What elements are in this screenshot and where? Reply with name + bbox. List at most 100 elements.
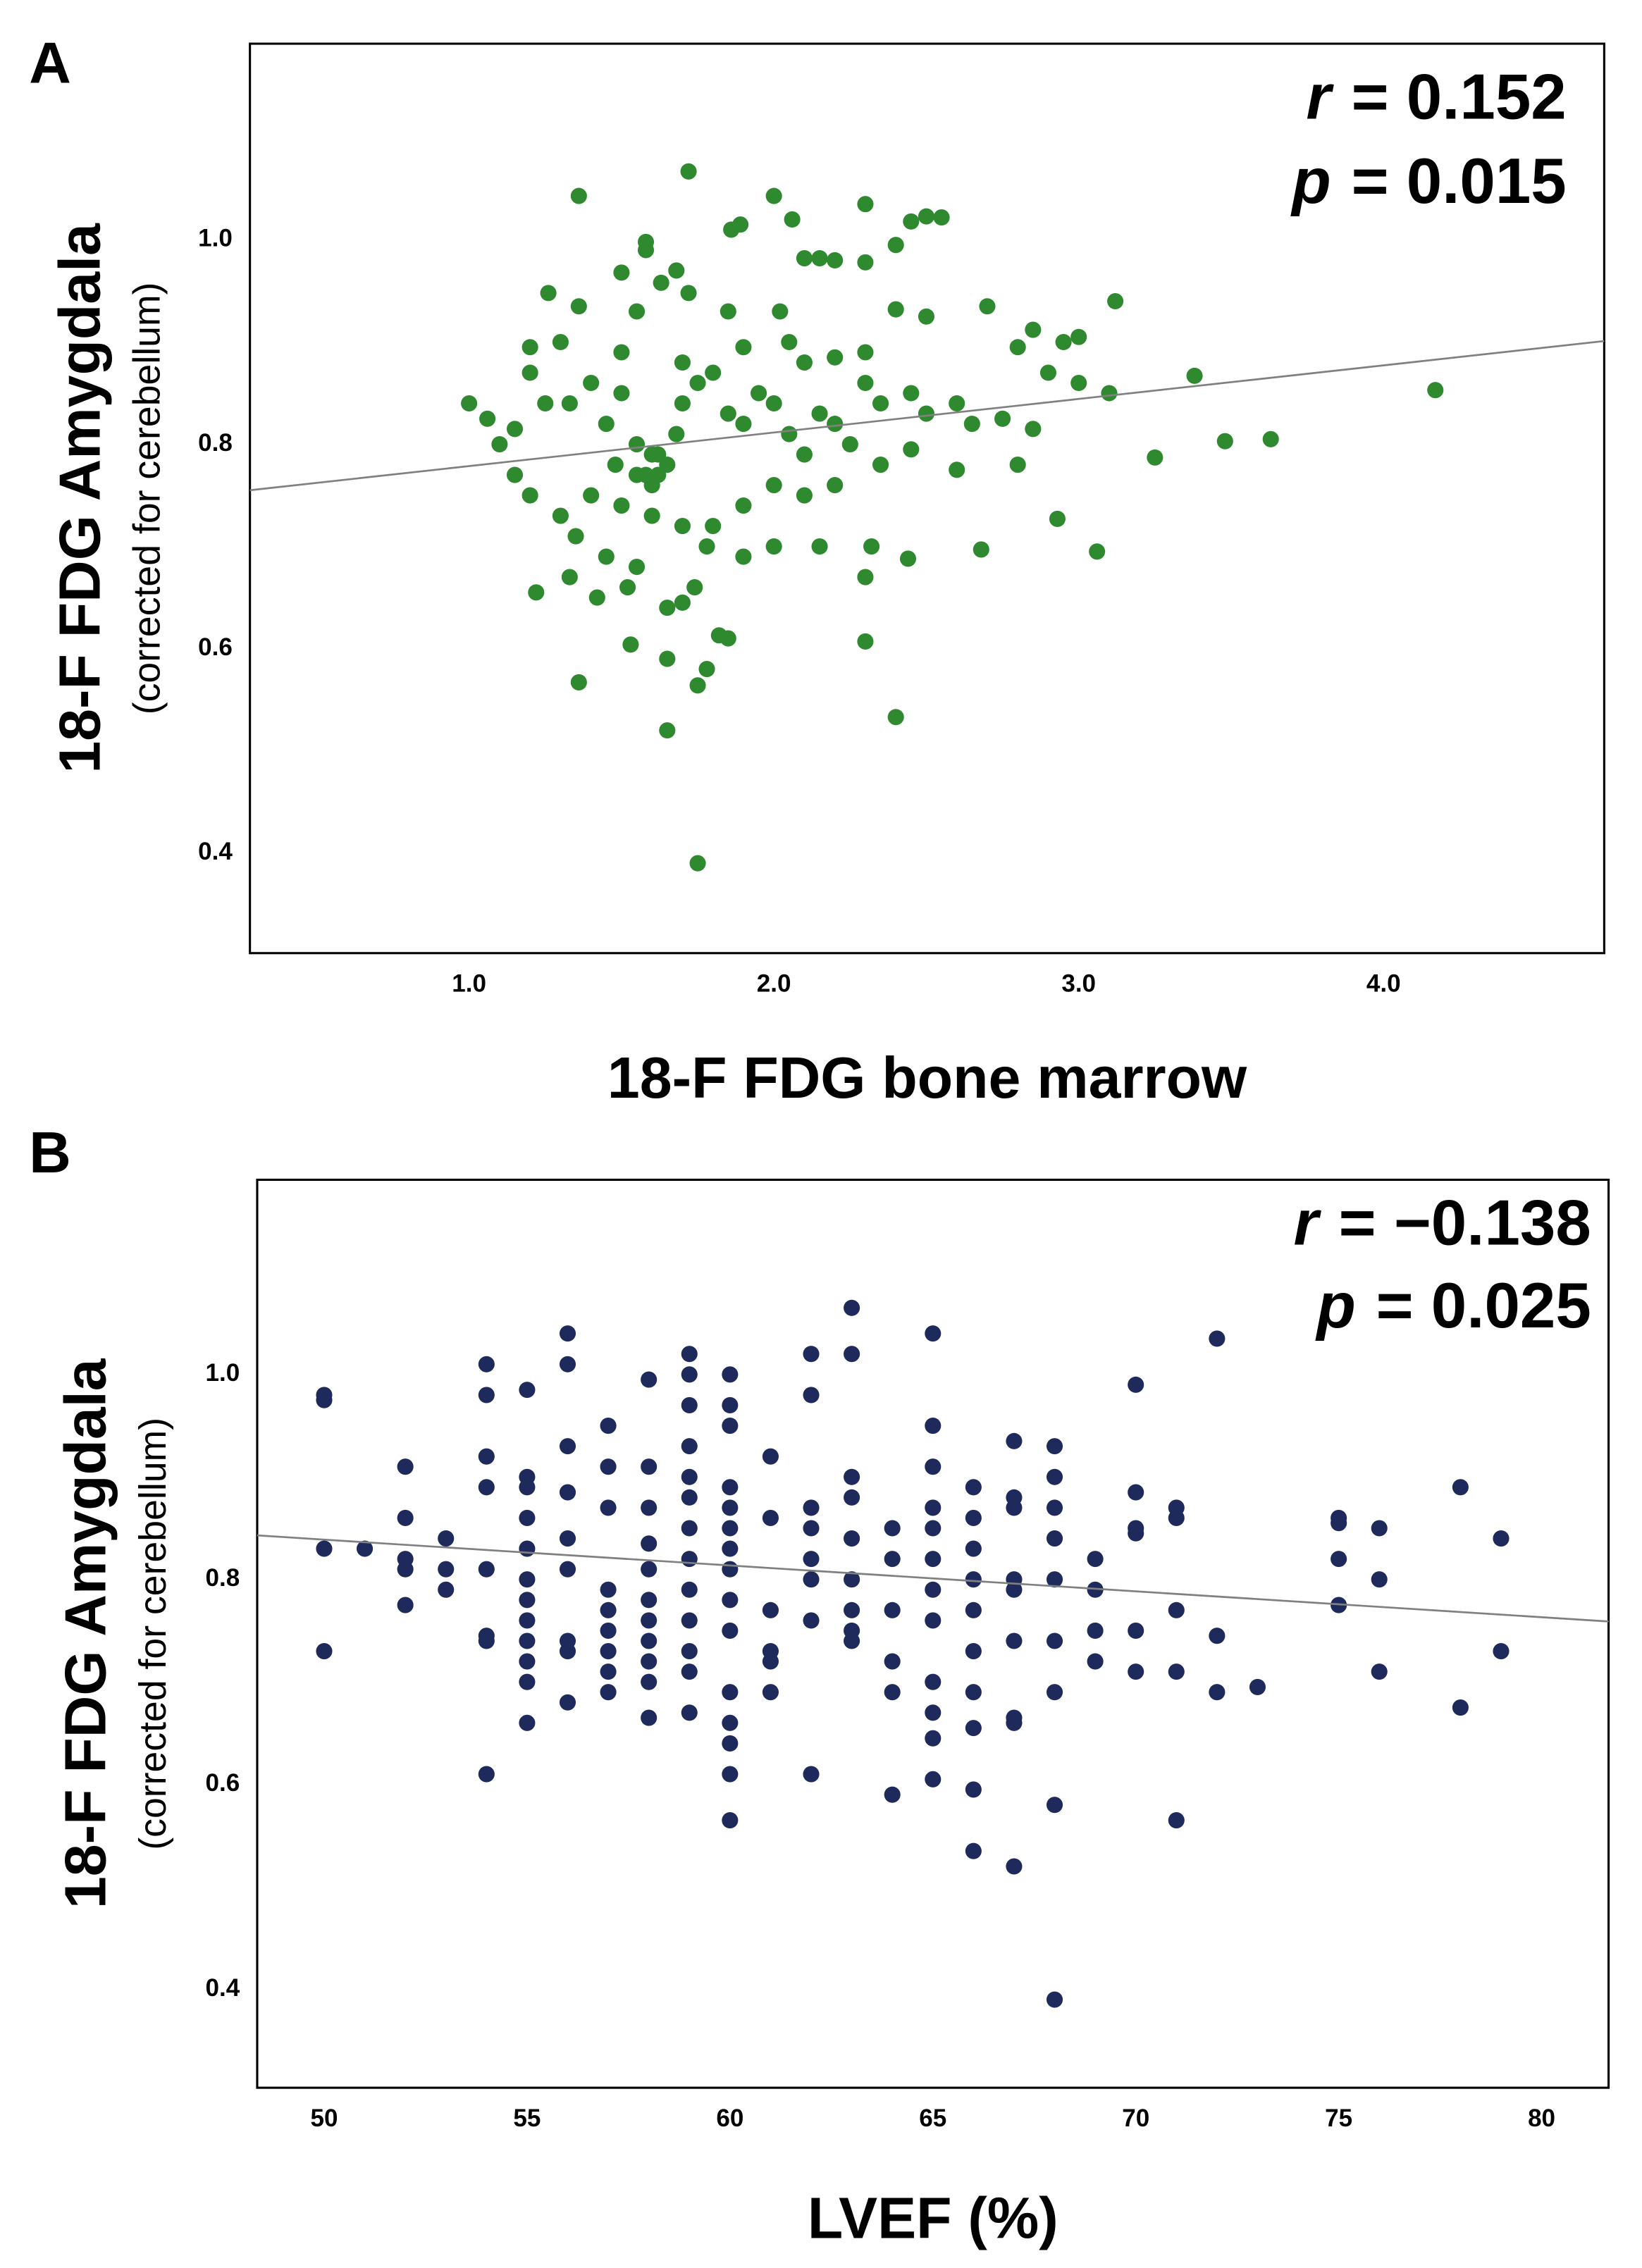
data-point — [674, 395, 691, 412]
data-point — [643, 507, 660, 524]
y-tick-label: 1.0 — [198, 225, 233, 252]
data-point — [705, 364, 722, 381]
data-point — [681, 1704, 698, 1721]
data-point — [827, 349, 844, 366]
data-point — [884, 1786, 901, 1803]
data-point — [918, 405, 934, 422]
data-point — [844, 1632, 860, 1649]
data-point — [552, 333, 569, 351]
data-point — [607, 456, 624, 473]
stat-value: = −0.138 — [1339, 1187, 1591, 1258]
data-point — [803, 1387, 820, 1403]
data-point — [827, 415, 844, 433]
data-point — [559, 1356, 576, 1372]
stat-value: = 0.025 — [1376, 1270, 1591, 1341]
data-point — [519, 1509, 536, 1526]
data-point — [1087, 1653, 1104, 1670]
data-point — [357, 1540, 374, 1557]
stat-annotation: p = 0.025 — [1315, 1270, 1591, 1341]
data-point — [1371, 1571, 1388, 1588]
chart-panel: 1.0 2.0 3.0 4.0 0.4 0.6 0.8 1.0 18-F FDG bone ma… — [29, 31, 1605, 1110]
data-point — [735, 497, 752, 514]
data-point — [519, 1653, 536, 1670]
data-point — [681, 1551, 698, 1568]
data-point — [796, 446, 813, 463]
data-point — [803, 1766, 820, 1783]
data-point — [506, 421, 524, 438]
data-point — [762, 1653, 779, 1670]
x-axis-title: LVEF (%) — [808, 2186, 1058, 2251]
data-point — [681, 1366, 698, 1383]
data-point — [925, 1673, 942, 1690]
data-point — [803, 1499, 820, 1516]
data-point — [872, 456, 889, 473]
data-point — [491, 435, 508, 453]
data-point — [841, 435, 858, 453]
data-point — [478, 1356, 495, 1372]
data-point — [628, 466, 646, 483]
data-point — [519, 1592, 536, 1609]
data-point — [887, 709, 904, 726]
data-point — [965, 1540, 982, 1557]
data-point — [1055, 333, 1072, 351]
panel-label: B — [29, 1120, 71, 1185]
data-point — [965, 1781, 982, 1798]
data-point — [1107, 292, 1124, 310]
data-point — [1216, 433, 1233, 450]
trend-line — [257, 1534, 1609, 1623]
data-point — [316, 1642, 333, 1660]
data-point — [722, 1366, 739, 1383]
data-point — [965, 1684, 982, 1701]
data-point — [1371, 1663, 1388, 1680]
data-point — [803, 1551, 820, 1568]
data-point — [811, 250, 828, 267]
data-point — [519, 1714, 536, 1731]
data-point — [722, 1714, 739, 1731]
x-tick-label: 2.0 — [757, 969, 791, 997]
data-point — [519, 1382, 536, 1399]
data-point — [772, 303, 789, 320]
data-point — [884, 1601, 901, 1618]
data-point — [1147, 449, 1163, 466]
data-point — [1168, 1663, 1185, 1680]
data-point — [803, 1346, 820, 1363]
data-point — [641, 1632, 658, 1649]
data-point — [600, 1601, 617, 1618]
data-point — [1493, 1642, 1510, 1660]
data-point — [506, 466, 524, 483]
data-point — [1009, 339, 1026, 356]
data-point — [765, 538, 782, 555]
data-point — [1452, 1699, 1469, 1716]
data-point — [925, 1458, 942, 1475]
stat-value: = 0.152 — [1352, 61, 1567, 132]
data-point — [689, 677, 706, 694]
data-point — [1128, 1622, 1144, 1639]
data-point — [478, 1561, 495, 1578]
data-point — [1025, 421, 1042, 438]
x-tick-label: 4.0 — [1366, 969, 1401, 997]
data-point — [478, 1479, 495, 1496]
data-point — [1046, 1530, 1063, 1547]
data-point — [519, 1612, 536, 1629]
data-point — [722, 1417, 739, 1434]
data-point — [641, 1673, 658, 1690]
data-point — [803, 1571, 820, 1588]
data-point — [681, 1396, 698, 1413]
data-point — [1087, 1551, 1104, 1568]
plot-frame — [249, 42, 1605, 955]
y-tick-label: 0.8 — [198, 429, 233, 457]
data-point — [1128, 1484, 1144, 1501]
data-point — [641, 1371, 658, 1388]
data-point — [681, 1468, 698, 1485]
data-point — [863, 538, 880, 555]
data-point — [641, 1458, 658, 1475]
data-point — [1006, 1632, 1023, 1649]
data-point — [583, 487, 600, 504]
data-point — [478, 1766, 495, 1783]
data-point — [521, 364, 538, 381]
data-point — [1039, 364, 1057, 381]
data-point — [722, 1520, 739, 1537]
data-point — [918, 208, 934, 225]
data-point — [478, 1632, 495, 1649]
data-point — [600, 1622, 617, 1639]
